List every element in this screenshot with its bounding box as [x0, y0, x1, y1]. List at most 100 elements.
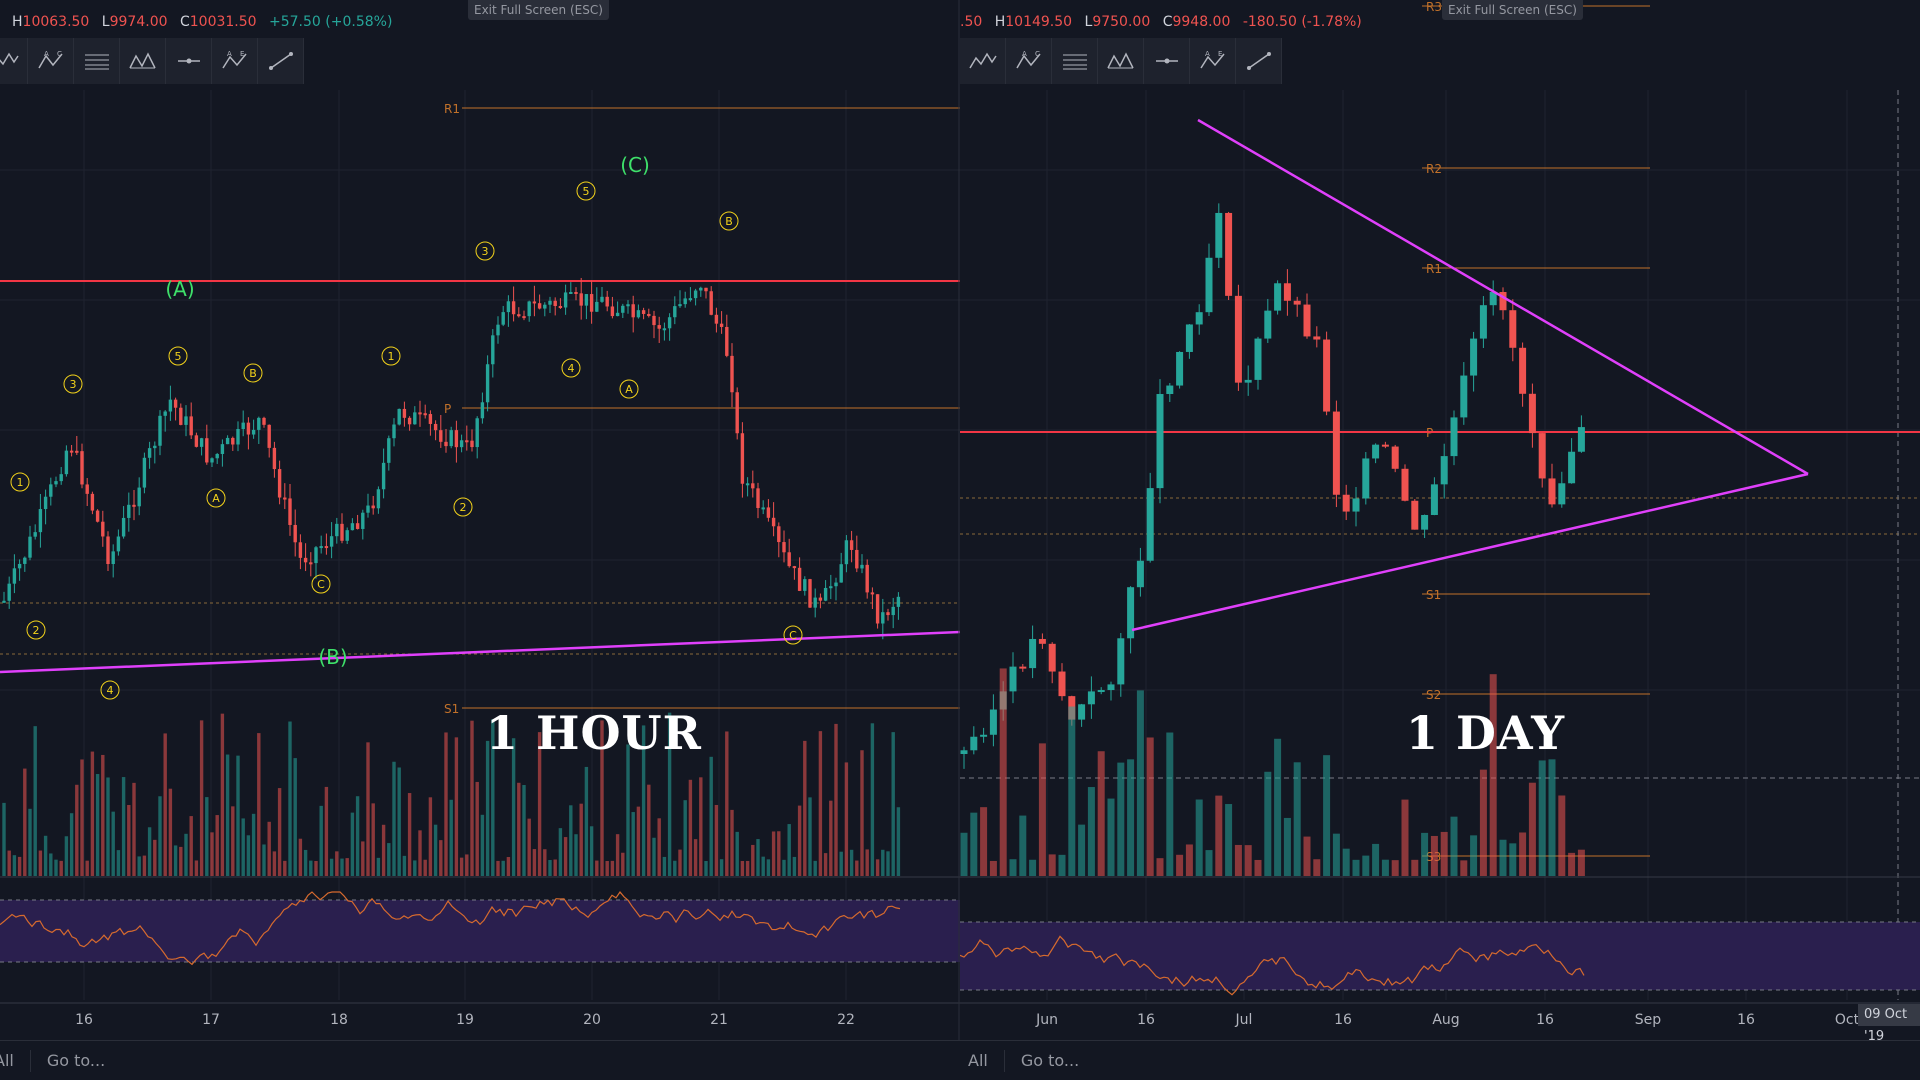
- volume-bar: [449, 799, 453, 876]
- exit-fullscreen-button[interactable]: Exit Full Screen (ESC): [468, 0, 609, 20]
- candle: [387, 438, 391, 463]
- fib-lines-icon: [1062, 54, 1087, 70]
- wave-marker-circle: [719, 211, 739, 231]
- volume-bar: [849, 849, 854, 876]
- candle: [1185, 324, 1193, 352]
- chart-panel-1h[interactable]: R1 P S1 (A) (B) (C) 1 2 3 4 5 A B C 1 2 3 4 5 A B C 16 17 18 19 20…: [0, 0, 960, 1080]
- candle: [522, 316, 526, 319]
- horizontal-ray-icon: [177, 58, 200, 64]
- candle: [1391, 446, 1399, 469]
- range-all-button[interactable]: All: [968, 1051, 988, 1070]
- volume-bar: [69, 813, 74, 876]
- trendline-tool[interactable]: [1236, 38, 1282, 84]
- candle: [324, 546, 329, 549]
- chart-canvas-1d[interactable]: R3R2R1PS1S2S3Jun16Jul16Aug16Sep16Oct: [960, 0, 1920, 1080]
- elliott-impulse-tool[interactable]: [0, 38, 28, 84]
- volume-bar: [387, 843, 391, 876]
- pattern-tool[interactable]: [1098, 38, 1144, 84]
- volume-bar: [1323, 755, 1331, 876]
- volume-bar: [839, 851, 843, 876]
- volume-bar: [1244, 845, 1252, 876]
- exit-fullscreen-button[interactable]: Exit Full Screen (ESC): [1442, 0, 1583, 20]
- volume-bar: [340, 858, 344, 876]
- trendline-icon: [268, 52, 293, 70]
- candle: [1479, 305, 1487, 339]
- wave-marker-label: A: [625, 383, 633, 396]
- fib-lines-tool[interactable]: [1052, 38, 1098, 84]
- candle: [610, 306, 615, 317]
- candle: [855, 549, 859, 569]
- volume-bar: [1558, 795, 1566, 876]
- pattern-icon: [128, 52, 156, 69]
- candle: [1303, 304, 1311, 337]
- candle: [64, 450, 69, 475]
- volume-bar: [319, 805, 323, 876]
- candle: [397, 408, 401, 425]
- svg-text:A: A: [227, 50, 232, 58]
- candle: [142, 457, 147, 488]
- horizontal-ray-tool[interactable]: [166, 38, 212, 84]
- candle: [189, 416, 193, 436]
- volume-bar: [730, 809, 734, 876]
- candle: [688, 298, 693, 301]
- range-all-button[interactable]: All: [0, 1051, 14, 1070]
- candle: [288, 498, 292, 525]
- candle: [439, 430, 443, 442]
- volume-bar: [1215, 795, 1223, 876]
- wave-degree-label: (C): [620, 153, 650, 177]
- candle: [657, 325, 661, 329]
- volume-bar: [1254, 859, 1262, 876]
- goto-date-button[interactable]: Go to...: [1020, 1051, 1080, 1070]
- horizontal-ray-tool[interactable]: [1144, 38, 1190, 84]
- candle: [683, 298, 687, 305]
- wave-marker-label: B: [249, 367, 257, 380]
- trendline-tool[interactable]: [258, 38, 304, 84]
- candle: [33, 532, 37, 537]
- candle: [1058, 671, 1066, 697]
- fib-lines-tool[interactable]: [74, 38, 120, 84]
- candle: [1460, 375, 1468, 418]
- candle: [543, 304, 547, 309]
- volume-bar: [303, 849, 308, 876]
- volume-bar: [662, 856, 667, 876]
- chart-panel-1d[interactable]: R3R2R1PS1S2S3Jun16Jul16Aug16Sep16Oct .50…: [960, 0, 1920, 1080]
- candle: [184, 416, 188, 425]
- goto-date-button[interactable]: Go to...: [46, 1051, 106, 1070]
- candle: [1274, 283, 1282, 311]
- volume-bar: [1509, 843, 1517, 876]
- fib-lines-icon: [84, 54, 109, 70]
- volume-bar: [366, 742, 370, 876]
- pattern-tool[interactable]: [120, 38, 166, 84]
- volume-bar: [433, 824, 438, 876]
- candle: [1538, 433, 1546, 479]
- candle: [615, 312, 620, 317]
- triangle-lower-trendline: [1131, 472, 1809, 632]
- volume-bar: [896, 807, 901, 876]
- candle: [1234, 295, 1242, 383]
- volume-bar: [210, 832, 214, 876]
- volume-bar: [537, 732, 542, 876]
- elliott-impulse-tool[interactable]: [960, 38, 1006, 84]
- volume-bar: [704, 860, 708, 876]
- candle: [829, 586, 833, 589]
- volume-bar: [1029, 859, 1037, 876]
- pivot-label: P: [444, 402, 451, 416]
- wave-marker-label: 5: [175, 350, 182, 363]
- pivot-label: S1: [1426, 588, 1441, 602]
- candle: [54, 481, 58, 485]
- candle: [7, 583, 11, 601]
- volume-bar: [745, 860, 750, 876]
- volume-bar: [361, 841, 365, 876]
- wave-marker-label: A: [212, 492, 220, 505]
- volume-bar: [1411, 859, 1419, 876]
- volume-bar: [771, 831, 776, 876]
- candle: [225, 437, 230, 445]
- chart-canvas-1h[interactable]: R1 P S1 (A) (B) (C) 1 2 3 4 5 A B C 1 2 3 4 5 A B C 16 17 18 19 20…: [0, 0, 960, 1080]
- x-axis-tick: 20: [583, 1012, 601, 1028]
- candle: [127, 504, 131, 518]
- candle: [1195, 312, 1203, 325]
